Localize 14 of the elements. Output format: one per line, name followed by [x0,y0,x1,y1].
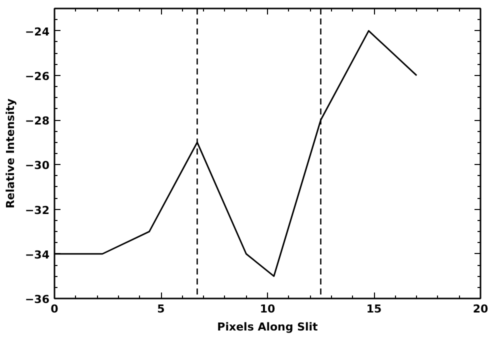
y-tick-label: −24 [24,25,50,38]
y-tick-label: −32 [24,204,50,217]
y-tick-label: −34 [24,248,50,262]
x-tick-label: 10 [260,302,276,316]
y-tick-label: −28 [24,114,50,128]
y-tick-label: −30 [24,159,50,172]
y-tick-label: −26 [24,70,50,83]
y-tick-label: −36 [24,293,50,306]
x-tick-label: 5 [157,302,165,316]
x-axis-title: Pixels Along Slit [217,320,318,334]
x-tick-label: 20 [472,302,488,316]
y-axis-title: Relative Intensity [4,98,17,208]
x-tick-label: 0 [50,302,59,316]
x-tick-label: 15 [366,302,382,316]
